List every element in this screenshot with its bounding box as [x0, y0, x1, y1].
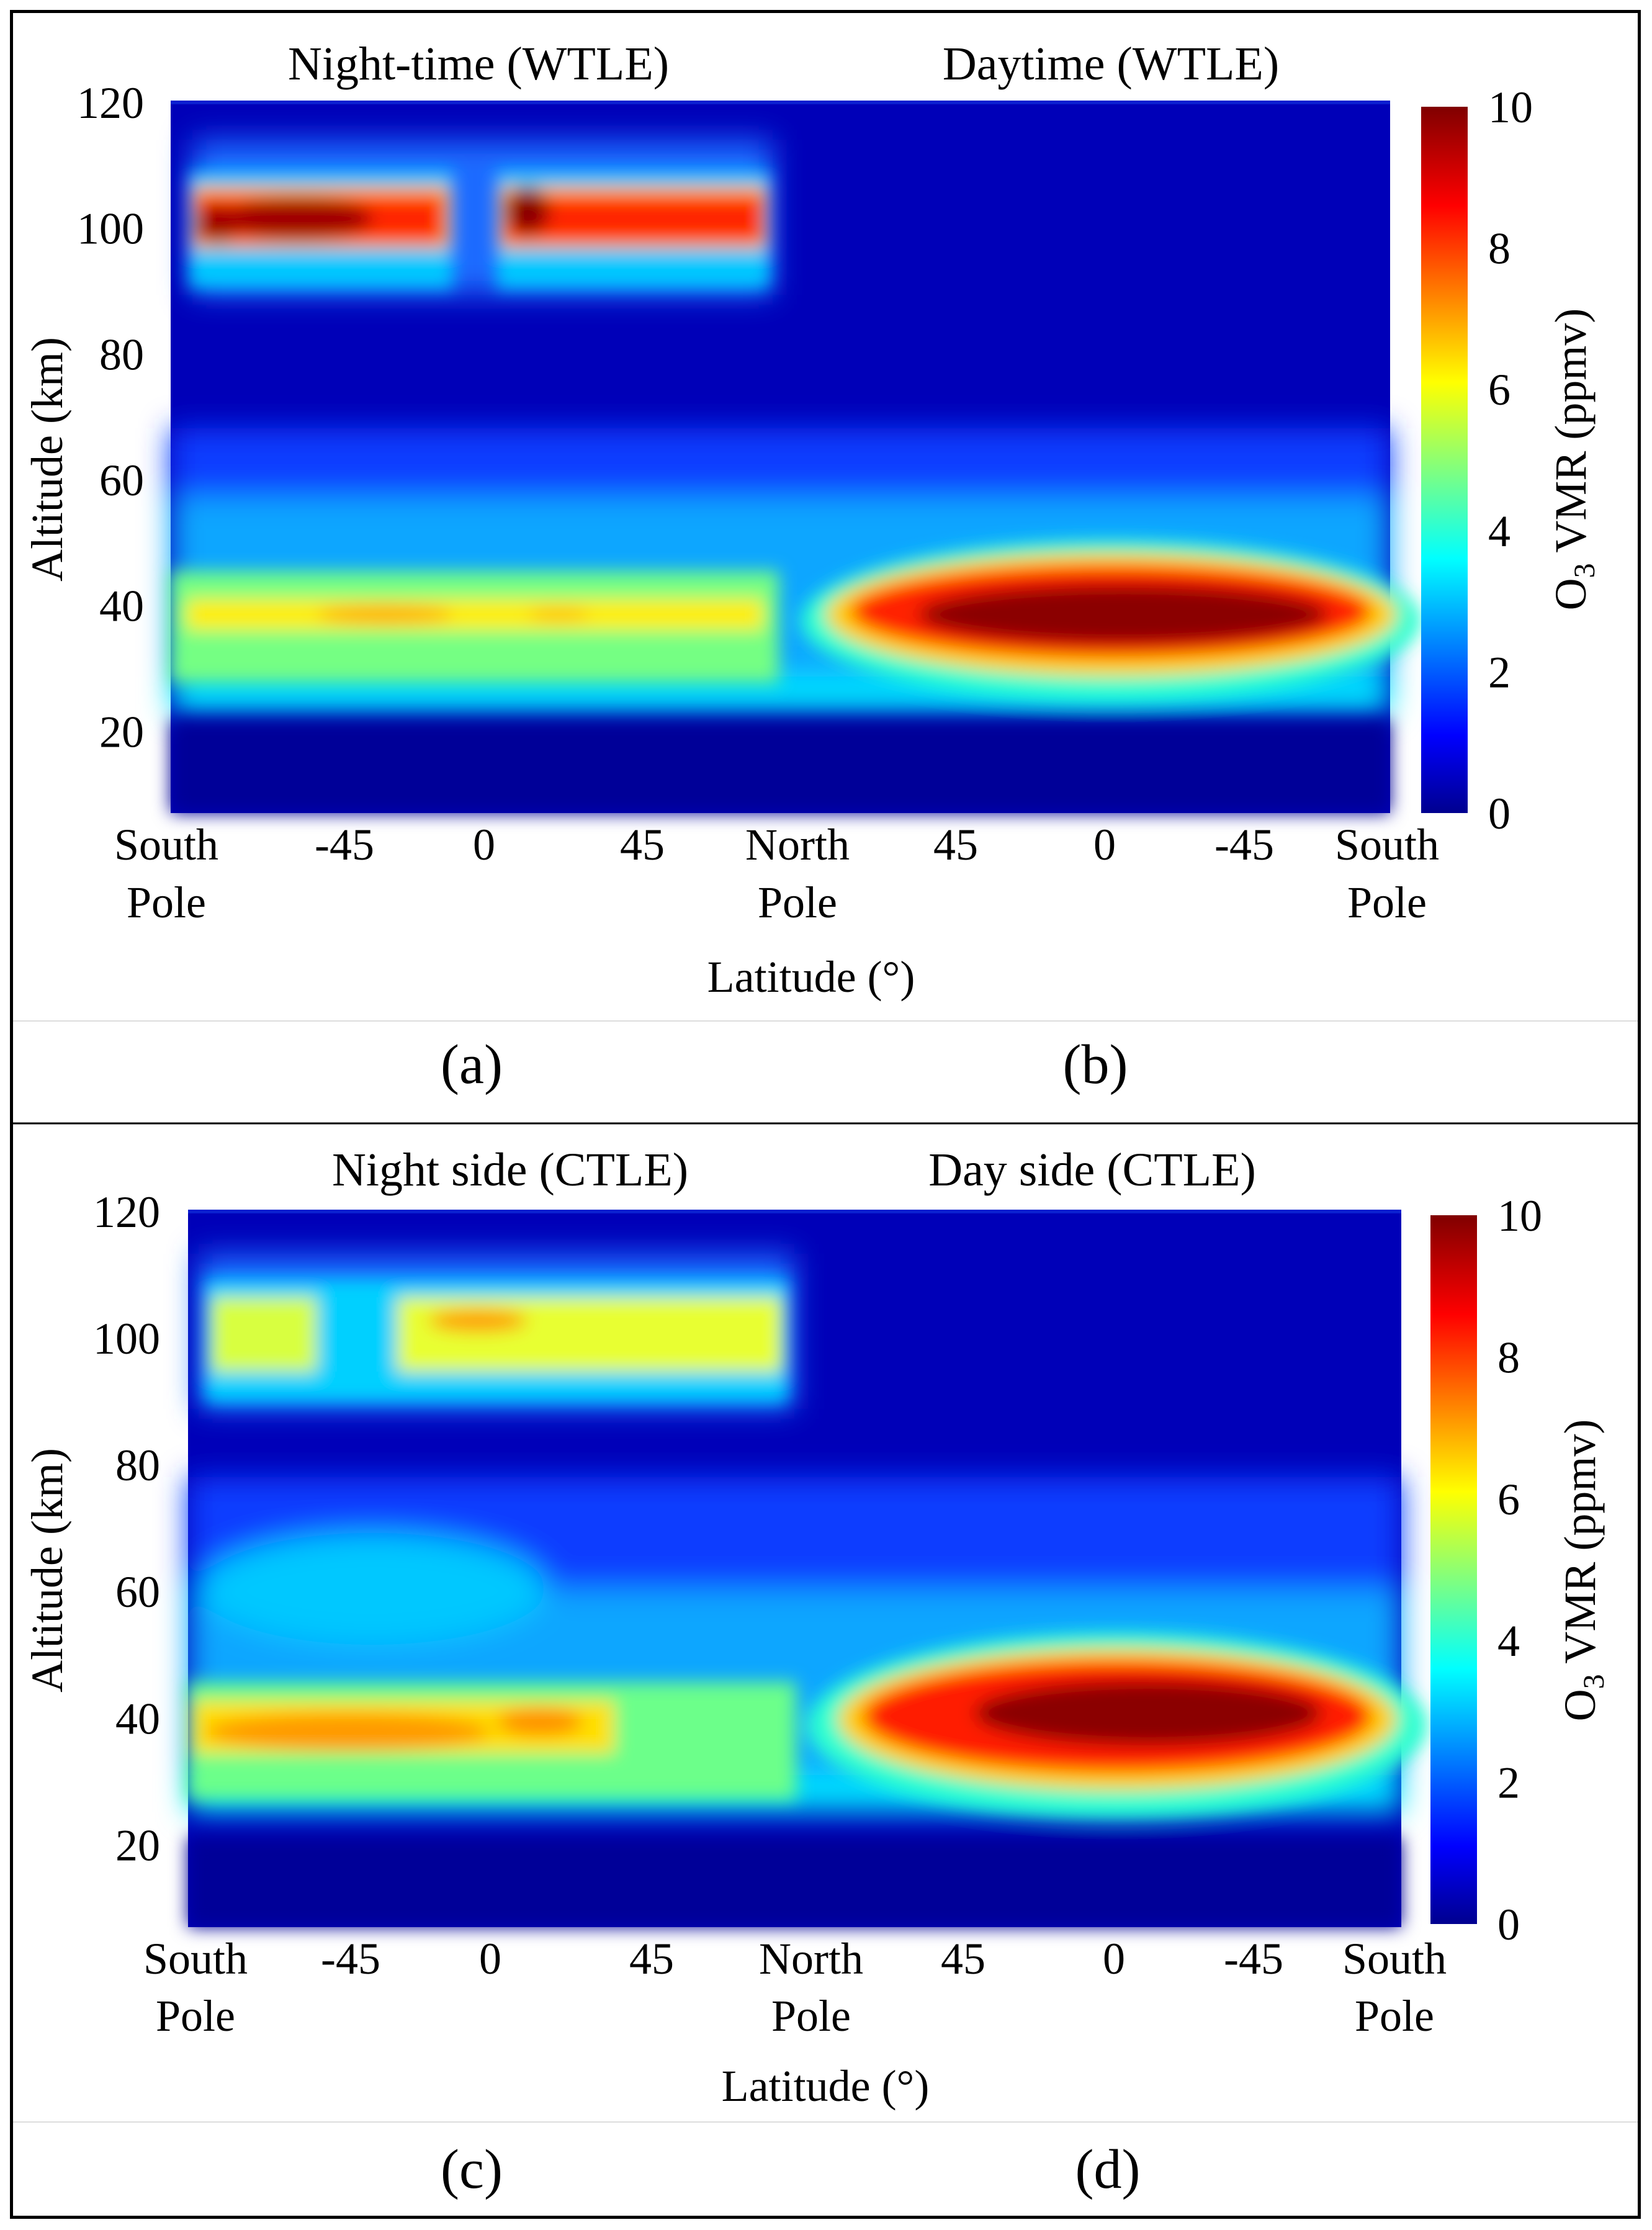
colorbar-tick-label: 6	[1488, 365, 1511, 415]
x-tick-label: 0	[1103, 1934, 1125, 1984]
x-tick-label: -45	[315, 820, 374, 870]
colorbar-label-main: O	[1555, 1689, 1605, 1721]
x-tick-label: Pole	[758, 878, 837, 927]
y-tick-label: 40	[115, 1694, 160, 1743]
heatmap-region	[171, 720, 1390, 813]
x-tick-label: 0	[1093, 820, 1116, 870]
x-tick-label: South	[1335, 820, 1439, 870]
panel-title-b: Daytime (WTLE)	[943, 38, 1279, 90]
y-tick-label: 80	[115, 1441, 160, 1490]
colorbar-tick-label: 0	[1488, 789, 1511, 838]
heatmap-region	[188, 1837, 1401, 1927]
heatmap-region	[223, 197, 372, 240]
chart-ctle: Night side (CTLE) Day side (CTLE) 204060…	[22, 1144, 1610, 2200]
heatmap-region	[428, 1310, 527, 1332]
heatmap-region	[211, 1297, 316, 1372]
heatmap-field-wtle	[171, 140, 1421, 813]
x-tick-label: -45	[321, 1934, 380, 1984]
heatmap-region	[974, 1681, 1322, 1745]
x-tick-label: Pole	[127, 878, 206, 927]
heatmap-region	[199, 1533, 546, 1645]
colorbar-tick-label: 2	[1497, 1758, 1520, 1808]
y-tick-label: 60	[115, 1567, 160, 1617]
heatmap-field-ctle	[188, 1254, 1427, 1927]
colorbar-label: O3 VMR (ppmv)	[1555, 1419, 1610, 1722]
heatmap-region	[205, 1713, 490, 1750]
x-axis: South Pole -45 0 45 North Pole 45 0 -45 South Pole	[143, 1934, 1447, 2041]
y-axis: 20 40 60 80 100 120	[77, 78, 144, 757]
colorbar-tick-label: 10	[1497, 1191, 1542, 1241]
x-tick-label: Pole	[156, 1991, 235, 2041]
x-axis-label: Latitude (°)	[707, 952, 915, 1002]
x-tick-label: -45	[1214, 820, 1274, 870]
colorbar-axis: 0 2 4 6 8 10	[1488, 83, 1533, 838]
x-tick-label: 0	[479, 1934, 501, 1984]
y-axis-label: Altitude (km)	[22, 1448, 72, 1693]
heatmap-region	[186, 599, 763, 630]
heatmap-region	[496, 1709, 583, 1736]
heatmap-region	[506, 187, 549, 235]
colorbar-label-subscript: 3	[1578, 1674, 1610, 1689]
colorbar-label: O3 VMR (ppmv)	[1546, 308, 1601, 611]
x-tick-label: 45	[620, 820, 665, 870]
colorbar-tick-label: 4	[1488, 506, 1511, 556]
colorbar-label-rest: VMR (ppmv)	[1546, 308, 1596, 564]
x-tick-label: South	[114, 820, 218, 870]
chart-wtle: Night-time (WTLE) Daytime (WTLE) 2040608…	[22, 38, 1601, 1095]
colorbar-tick-label: 10	[1488, 83, 1533, 132]
x-tick-label: -45	[1224, 1934, 1283, 1984]
colorbar-tick-label: 2	[1488, 647, 1511, 697]
colorbar-tick-label: 4	[1497, 1616, 1520, 1666]
y-tick-label: 40	[99, 582, 144, 631]
panel-label-d: (d)	[1075, 2139, 1141, 2200]
panel-title-d: Day side (CTLE)	[928, 1144, 1256, 1196]
panel-label-c: (c)	[441, 2139, 503, 2200]
y-tick-label: 20	[115, 1820, 160, 1870]
colorbar-axis: 0 2 4 6 8 10	[1497, 1191, 1542, 1949]
y-axis: 20 40 60 80 100 120	[93, 1187, 160, 1870]
colorbar-tick-label: 0	[1497, 1900, 1520, 1949]
y-tick-label: 120	[93, 1187, 160, 1237]
y-tick-label: 120	[77, 78, 144, 128]
colorbar-label-main: O	[1546, 578, 1596, 610]
x-tick-label: Pole	[1355, 1991, 1434, 2041]
heatmap-region	[397, 1297, 782, 1372]
colorbar-label-subscript: 3	[1568, 563, 1601, 578]
x-tick-label: Pole	[1347, 878, 1427, 927]
x-tick-label: South	[143, 1934, 248, 1984]
y-tick-label: 100	[77, 204, 144, 254]
colorbar-label-rest: VMR (ppmv)	[1555, 1419, 1605, 1675]
y-tick-label: 20	[99, 707, 144, 757]
heatmap-region	[527, 608, 590, 621]
heatmap-region	[316, 606, 453, 623]
y-tick-label: 80	[99, 330, 144, 379]
x-tick-label: 45	[933, 820, 978, 870]
x-tick-label: North	[759, 1934, 863, 1984]
x-axis-label: Latitude (°)	[722, 2061, 930, 2111]
panel-title-a: Night-time (WTLE)	[288, 38, 669, 90]
x-tick-label: 45	[629, 1934, 674, 1984]
panel-label-a: (a)	[441, 1034, 503, 1095]
panel-label-b: (b)	[1063, 1034, 1128, 1095]
colorbar	[1421, 107, 1468, 813]
x-tick-label: 0	[473, 820, 495, 870]
x-tick-label: South	[1342, 1934, 1447, 1984]
x-tick-label: 45	[941, 1934, 985, 1984]
y-tick-label: 100	[93, 1314, 160, 1364]
colorbar-tick-label: 6	[1497, 1475, 1520, 1524]
colorbar	[1430, 1215, 1477, 1924]
heatmap-region	[195, 205, 239, 242]
x-tick-label: North	[745, 820, 850, 870]
y-tick-label: 60	[99, 456, 144, 505]
panel-title-c: Night side (CTLE)	[332, 1144, 688, 1196]
heatmap-region	[918, 585, 1328, 644]
colorbar-tick-label: 8	[1488, 224, 1511, 274]
x-axis: South Pole -45 0 45 North Pole 45 0 -45 South Pole	[114, 820, 1439, 927]
x-tick-label: Pole	[771, 1991, 851, 2041]
colorbar-tick-label: 8	[1497, 1333, 1520, 1382]
figure-frame	[10, 10, 1641, 2219]
y-axis-label: Altitude (km)	[22, 337, 72, 582]
